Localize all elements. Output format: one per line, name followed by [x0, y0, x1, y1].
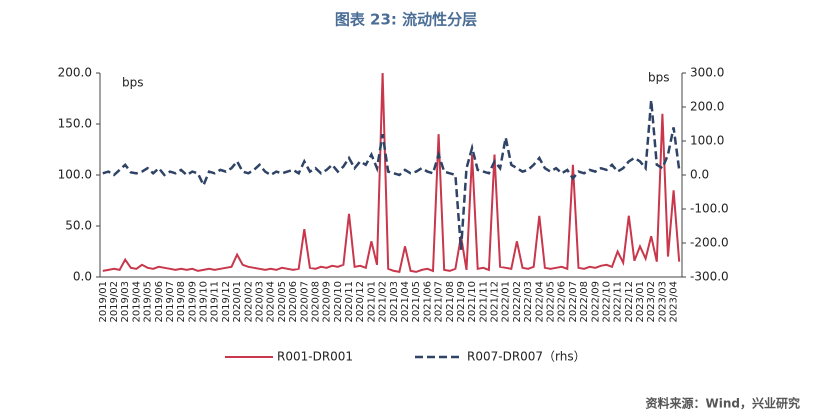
y-tick-label: 150.0 [58, 117, 92, 131]
y2-tick-label: 0.0 [690, 168, 709, 182]
y2-tick-label: 200.0 [690, 100, 724, 114]
x-tick-label: 2022/01 [501, 281, 512, 323]
y2-unit: bps [648, 71, 670, 85]
x-tick-label: 2019/01 [98, 281, 109, 323]
x-tick-label: 2023/01 [635, 281, 646, 323]
x-tick-label: 2020/03 [254, 281, 265, 323]
source: 资料来源：Wind，兴业研究 [646, 396, 800, 411]
y2-tick-label: -200.0 [690, 236, 729, 250]
x-tick-label: 2021/03 [389, 281, 400, 323]
x-tick-label: 2021/04 [400, 281, 411, 323]
y-unit: bps [122, 76, 144, 90]
x-tick-label: 2020/07 [299, 281, 310, 323]
x-tick-label: 2020/05 [277, 281, 288, 323]
x-tick-label: 2020/09 [322, 281, 333, 323]
x-tick-label: 2020/06 [288, 281, 299, 323]
x-tick-label: 2022/10 [601, 281, 612, 323]
x-tick-label: 2022/08 [579, 281, 590, 323]
legend-label: R007-DR007（rhs） [467, 350, 586, 364]
y-tick-label: 100.0 [58, 168, 92, 182]
x-tick-label: 2021/07 [434, 281, 445, 323]
x-tick-label: 2020/04 [266, 281, 277, 323]
y-tick-label: 50.0 [65, 219, 92, 233]
y2-tick-label: -300.0 [690, 270, 729, 284]
x-tick-label: 2019/07 [165, 281, 176, 323]
x-tick-label: 2019/08 [176, 281, 187, 323]
x-tick-label: 2021/12 [490, 281, 501, 323]
x-tick-label: 2022/03 [523, 281, 534, 323]
series-line [102, 72, 681, 274]
x-tick-label: 2020/10 [333, 281, 344, 323]
x-tick-label: 2021/01 [366, 281, 377, 323]
x-tick-label: 2021/05 [411, 281, 422, 323]
x-tick-label: 2020/02 [243, 281, 254, 323]
x-tick-label: 2021/08 [445, 281, 456, 323]
x-tick-label: 2021/11 [478, 281, 489, 323]
x-tick-label: 2019/06 [154, 281, 165, 323]
x-tick-label: 2021/02 [378, 281, 389, 323]
x-tick-label: 2023/03 [657, 281, 668, 323]
x-tick-label: 2021/06 [422, 281, 433, 323]
series-line [102, 100, 681, 250]
chart-title: 图表 23: 流动性分层 [335, 11, 477, 29]
x-tick-label: 2020/01 [232, 281, 243, 323]
x-tick-label: 2021/10 [467, 281, 478, 323]
x-tick-label: 2019/03 [120, 281, 131, 323]
y-tick-label: 0.0 [73, 270, 92, 284]
x-tick-label: 2019/02 [109, 281, 120, 323]
x-tick-label: 2021/09 [456, 281, 467, 323]
x-tick-label: 2020/12 [355, 281, 366, 323]
y2-tick-label: -100.0 [690, 202, 729, 216]
x-tick-label: 2022/02 [512, 281, 523, 323]
x-tick-label: 2022/04 [534, 281, 545, 323]
x-tick-label: 2022/09 [590, 281, 601, 323]
x-tick-label: 2022/06 [557, 281, 568, 323]
y2-tick-label: 100.0 [690, 134, 724, 148]
x-tick-label: 2023/04 [669, 281, 680, 323]
x-tick-label: 2019/12 [221, 281, 232, 323]
y2-tick-label: 300.0 [690, 66, 724, 80]
x-tick-label: 2019/04 [131, 281, 142, 323]
x-tick-label: 2020/08 [310, 281, 321, 323]
x-tick-label: 2020/11 [344, 281, 355, 323]
x-tick-label: 2023/02 [646, 281, 657, 323]
x-tick-label: 2019/10 [199, 281, 210, 323]
x-tick-label: 2022/11 [613, 281, 624, 323]
x-tick-label: 2022/12 [624, 281, 635, 323]
x-tick-label: 2022/05 [545, 281, 556, 323]
x-tick-label: 2019/09 [187, 281, 198, 323]
x-tick-label: 2019/05 [143, 281, 154, 323]
y-tick-label: 200.0 [58, 66, 92, 80]
x-tick-label: 2019/11 [210, 281, 221, 323]
legend-label: R001-DR001 [277, 350, 353, 364]
x-tick-label: 2022/07 [568, 281, 579, 323]
